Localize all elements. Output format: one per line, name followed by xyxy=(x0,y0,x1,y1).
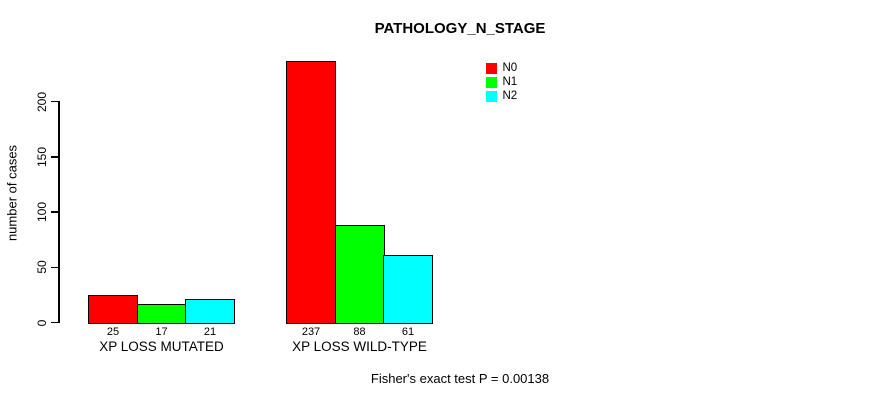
bar-n1 xyxy=(334,225,385,324)
y-axis-tick xyxy=(50,211,58,213)
y-tick-label: 200 xyxy=(35,91,49,112)
legend-row: N0 xyxy=(486,63,517,74)
bar-n2 xyxy=(185,299,235,324)
bar-n0 xyxy=(286,60,336,324)
bar-value-label: 61 xyxy=(401,326,415,338)
x-category-label: XP LOSS WILD-TYPE xyxy=(292,339,427,354)
legend-label: N0 xyxy=(502,62,518,74)
bar-n2 xyxy=(383,255,433,324)
legend-swatch-n0 xyxy=(486,63,497,74)
legend-row: N1 xyxy=(486,77,517,88)
y-axis-tick xyxy=(50,100,58,103)
legend: N0 N1 N2 xyxy=(486,63,517,105)
y-tick-label: 150 xyxy=(35,146,49,167)
y-axis-line xyxy=(58,100,60,324)
bar-value-label: 237 xyxy=(301,326,321,338)
bar-value-label: 88 xyxy=(353,326,366,338)
annotation-text: Fisher's exact test P = 0.00138 xyxy=(370,371,550,386)
y-axis-tick xyxy=(50,321,58,324)
chart-title: PATHOLOGY_N_STAGE xyxy=(374,20,546,37)
y-tick-label: 0 xyxy=(35,319,49,326)
bar-value-label: 21 xyxy=(203,326,217,338)
bar-value-label: 17 xyxy=(155,326,168,338)
legend-swatch-n2 xyxy=(486,91,497,102)
legend-label: N2 xyxy=(502,90,518,102)
legend-label: N1 xyxy=(502,76,518,88)
bar-n0 xyxy=(88,294,138,324)
y-axis-tick xyxy=(50,266,58,269)
x-category-label: XP LOSS MUTATED xyxy=(99,339,224,354)
bar-value-label: 25 xyxy=(106,326,120,338)
legend-row: N2 xyxy=(486,91,517,102)
y-axis-tick xyxy=(50,156,58,158)
legend-swatch-n1 xyxy=(486,77,497,88)
bar-n1 xyxy=(136,303,187,324)
y-tick-label: 50 xyxy=(35,260,49,274)
y-tick-label: 100 xyxy=(35,202,49,223)
